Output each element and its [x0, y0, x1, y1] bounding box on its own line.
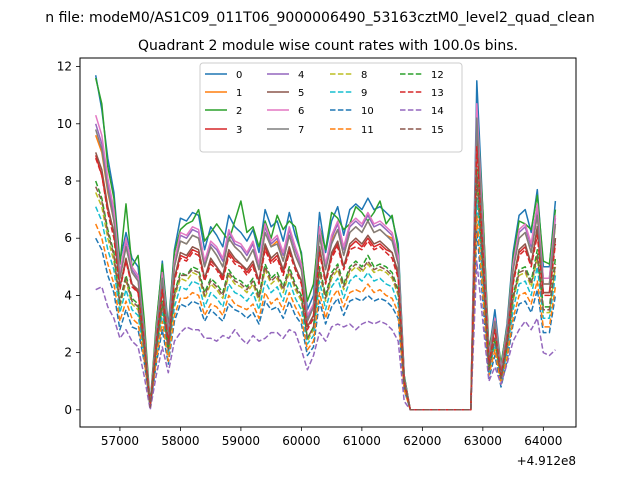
- chart-title: Quadrant 2 module wise count rates with …: [138, 38, 518, 54]
- x-tick-label: 62000: [403, 434, 441, 448]
- y-tick-label: 8: [64, 174, 72, 188]
- series-line-7: [94, 117, 557, 411]
- series-line-15: [95, 174, 557, 411]
- y-tick-label: 12: [57, 60, 72, 74]
- series-line-3: [94, 140, 557, 411]
- y-axis: 0 2 4 6 8 10 12: [57, 60, 80, 417]
- x-axis-offset-label: +4.912e8: [517, 454, 576, 468]
- legend-label-1: 1: [236, 88, 242, 99]
- legend-label-11: 11: [361, 125, 374, 136]
- legend-label-13: 13: [431, 88, 444, 99]
- series-line-9: [95, 197, 557, 411]
- y-tick-label: 0: [64, 403, 72, 417]
- y-tick-label: 4: [64, 288, 72, 302]
- x-tick-label: 64000: [524, 434, 562, 448]
- legend-label-3: 3: [236, 125, 242, 136]
- legend-label-8: 8: [361, 70, 367, 81]
- y-tick-label: 6: [64, 231, 72, 245]
- legend-label-2: 2: [236, 106, 242, 117]
- plot-lines: [94, 75, 557, 411]
- series-line-5: [94, 137, 557, 411]
- x-tick-label: 58000: [161, 434, 199, 448]
- legend-label-14: 14: [431, 106, 444, 117]
- legend-label-12: 12: [431, 70, 444, 81]
- x-tick-label: 61000: [343, 434, 381, 448]
- x-tick-label: 60000: [282, 434, 320, 448]
- series-line-10: [95, 228, 557, 411]
- series-line-13: [94, 145, 557, 411]
- x-tick-label: 63000: [464, 434, 502, 448]
- legend-label-9: 9: [361, 88, 367, 99]
- x-tick-label: 59000: [222, 434, 260, 448]
- legend-label-4: 4: [298, 70, 304, 81]
- legend-label-10: 10: [361, 106, 374, 117]
- y-tick-label: 10: [57, 117, 72, 131]
- x-axis: 57000 58000 59000 60000 61000 62000 63000 64000: [101, 427, 562, 448]
- legend-box: [199, 62, 463, 153]
- legend-label-5: 5: [298, 88, 304, 99]
- plot-frame: [79, 57, 577, 428]
- y-tick-label: 2: [64, 346, 72, 360]
- x-tick-label: 57000: [101, 434, 139, 448]
- legend-label-7: 7: [298, 125, 304, 136]
- series-line-11: [95, 214, 557, 411]
- legend-label-0: 0: [236, 70, 242, 81]
- series-line-14: [95, 260, 556, 411]
- figure-suptitle: n file: modeM0/AS1C09_011T06_9000006490_…: [45, 10, 594, 26]
- legend-label-6: 6: [298, 106, 304, 117]
- legend-label-15: 15: [431, 125, 444, 136]
